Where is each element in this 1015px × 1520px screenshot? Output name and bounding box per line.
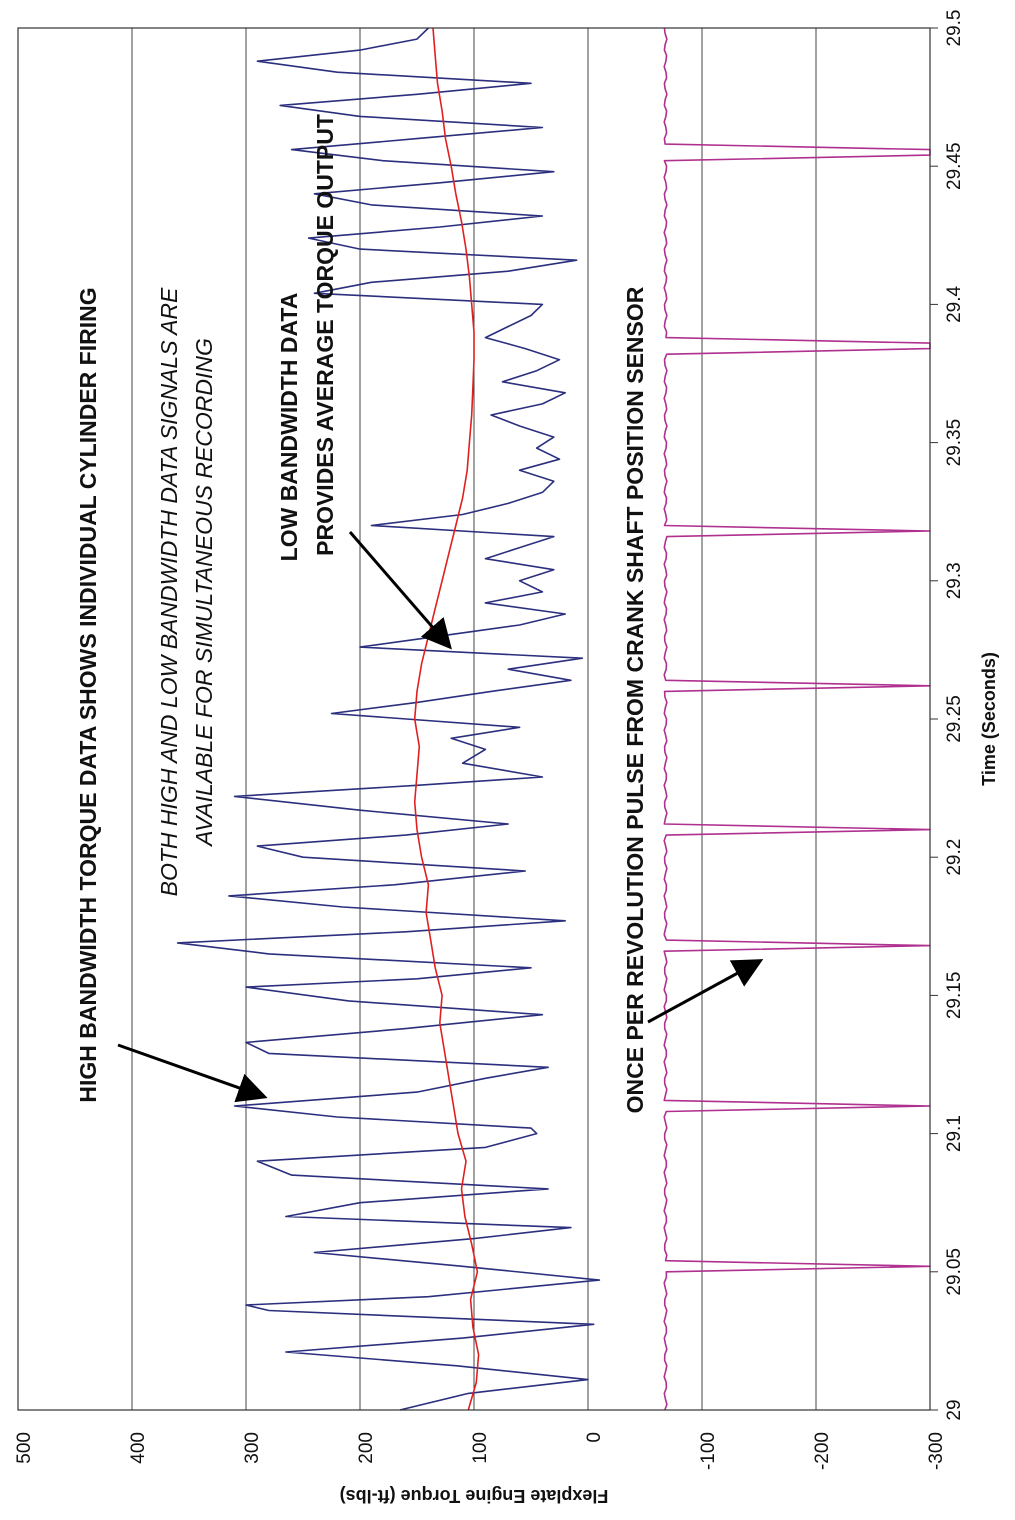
annotation-both-signals-line2: AVAILABLE FOR SIMULTANEOUS RECORDING [191, 338, 217, 848]
y-tick-label: 400 [128, 1432, 149, 1464]
y-tick-label: 200 [356, 1432, 377, 1464]
x-axis-title: Time (Seconds) [979, 652, 999, 786]
annotation-high-bandwidth: HIGH BANDWIDTH TORQUE DATA SHOWS INDIVID… [75, 287, 101, 1102]
series-line-low_bandwidth [413, 27, 480, 1411]
x-tick-label: 29.45 [944, 142, 965, 190]
y-axis-title: Flexplate Engine Torque (ft-lbs) [340, 1486, 609, 1506]
x-tick-label: 29.3 [944, 562, 965, 599]
x-tick-label: 29.5 [944, 10, 965, 47]
y-tick-label: -300 [926, 1432, 947, 1470]
x-tick-label: 29 [944, 1399, 965, 1420]
annotation-low-bandwidth-line2: PROVIDES AVERAGE TORQUE OUTPUT [312, 114, 338, 556]
annotation-both-signals-line1: BOTH HIGH AND LOW BANDWIDTH DATA SIGNALS… [156, 287, 182, 896]
y-tick-label: -100 [698, 1432, 719, 1470]
x-tick-label: 29.4 [944, 285, 965, 322]
series-layer [176, 27, 931, 1411]
x-tick-label: 29.05 [944, 1248, 965, 1296]
x-tick-label: 29.25 [944, 695, 965, 743]
arrow-high-bandwidth [117, 1043, 268, 1103]
arrow-crank-pulse [647, 959, 764, 1024]
y-tick-label: -200 [812, 1432, 833, 1470]
x-tick-label: 29.1 [944, 1115, 965, 1152]
y-tick-label: 100 [470, 1432, 491, 1464]
x-tick-label: 29.2 [944, 839, 965, 876]
annotation-low-bandwidth-line1: LOW BANDWIDTH DATA [276, 293, 302, 562]
series-line-crank_pulse [663, 27, 931, 1411]
annotation-crank-pulse: ONCE PER REVOLUTION PULSE FROM CRANK SHA… [622, 286, 648, 1113]
y-tick-label: 300 [242, 1432, 263, 1464]
series-line-high_bandwidth [176, 27, 601, 1411]
x-tick-label: 29.15 [944, 972, 965, 1020]
tick-layer: 500 400 300 200 100 0 -100 -200 -300 29 29.05 29.1 2… [14, 10, 965, 1471]
y-tick-label: 500 [14, 1432, 35, 1464]
x-tick-label: 29.35 [944, 419, 965, 467]
y-tick-label: 0 [584, 1432, 605, 1443]
arrow-low-bandwidth [348, 531, 452, 650]
